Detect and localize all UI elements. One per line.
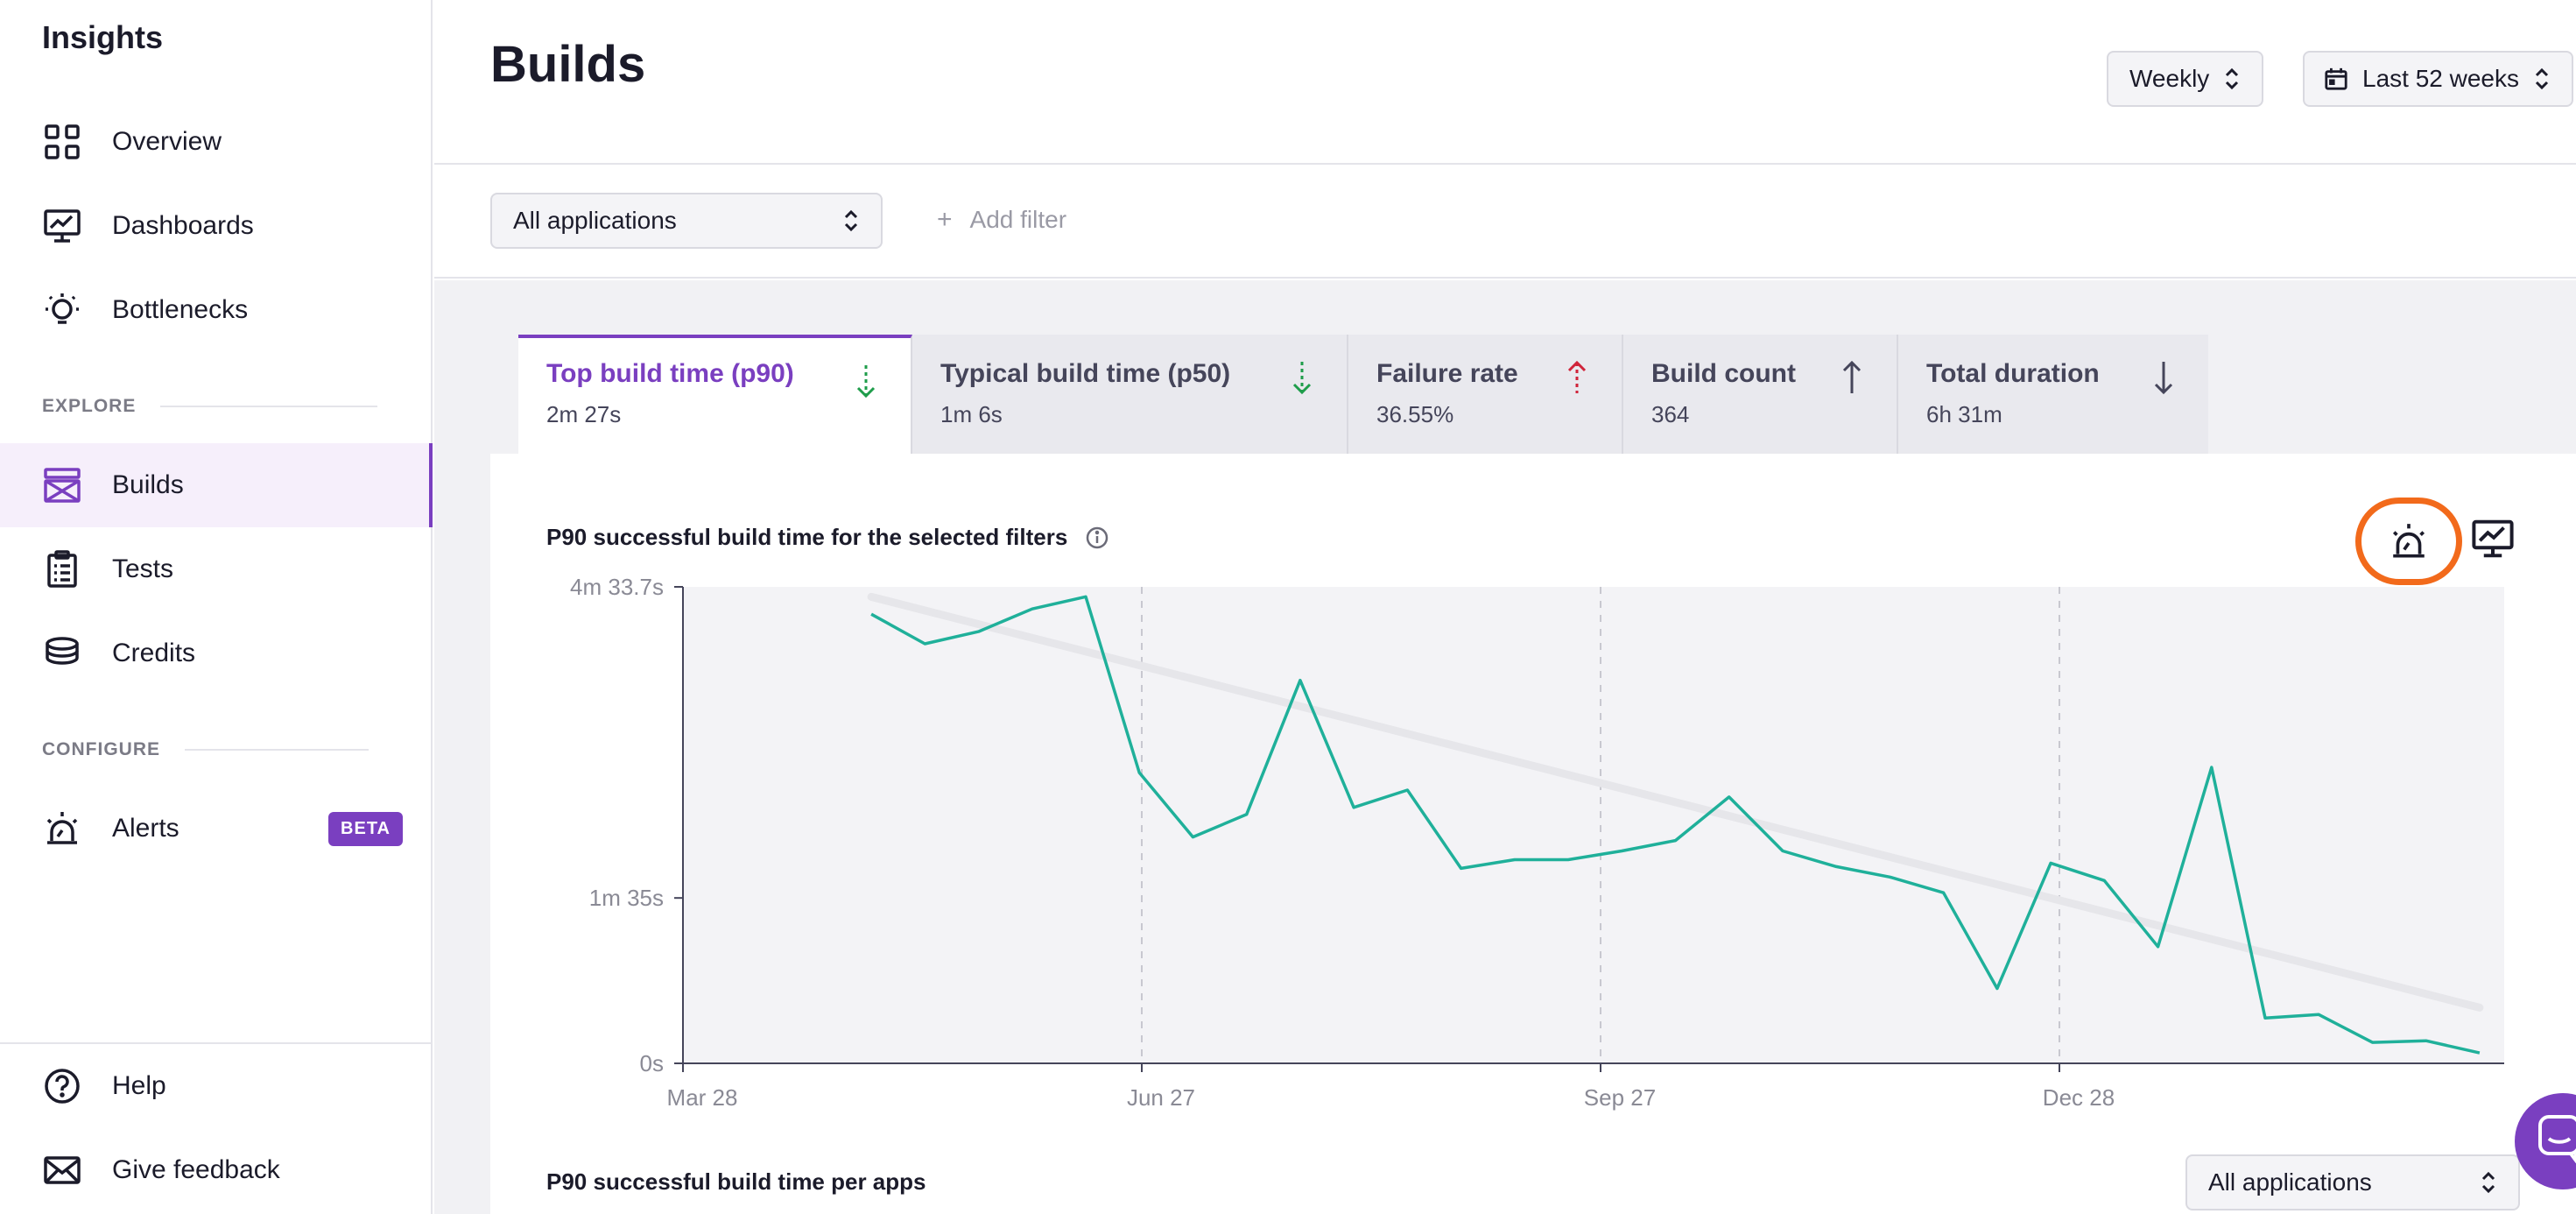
section-label-explore: EXPLORE bbox=[42, 396, 378, 417]
sidebar-item-label: Tests bbox=[112, 554, 174, 583]
section-label-text: EXPLORE bbox=[42, 396, 137, 416]
application-select-value: All applications bbox=[513, 207, 677, 234]
tab-label: Total duration bbox=[1926, 359, 2100, 388]
series-line bbox=[870, 595, 2481, 1055]
trend-up-icon bbox=[1842, 360, 1862, 393]
chart-title-text: P90 successful build time for the select… bbox=[546, 524, 1068, 550]
tab-failure-rate[interactable]: Failure rate 36.55% bbox=[1348, 335, 1623, 454]
sidebar-item-alerts[interactable]: Alerts BETA bbox=[0, 787, 431, 871]
sidebar-bottom: Help Give feedback bbox=[0, 1042, 431, 1214]
builds-icon bbox=[42, 465, 82, 505]
filter-bar: All applications + Add filter bbox=[434, 166, 2576, 279]
tab-build-count[interactable]: Build count 364 bbox=[1623, 335, 1898, 454]
y-tick-label: 0s bbox=[640, 1050, 664, 1076]
monitor-chart-icon bbox=[42, 206, 82, 246]
sidebar-item-credits[interactable]: Credits bbox=[0, 611, 431, 695]
chevron-updown-icon bbox=[2535, 67, 2549, 90]
trend-down-icon bbox=[2154, 362, 2173, 395]
sidebar-item-label: Credits bbox=[112, 639, 196, 667]
mail-icon bbox=[42, 1150, 82, 1190]
x-tick-label: Mar 28 bbox=[667, 1084, 738, 1111]
chevron-updown-icon bbox=[2226, 67, 2239, 90]
tab-top-build-time[interactable]: Top build time (p90) 2m 27s bbox=[518, 335, 912, 454]
sidebar: Insights Overview Dashboards Bottlenecks… bbox=[0, 0, 433, 1214]
per-app-select-value: All applications bbox=[2208, 1168, 2372, 1196]
help-icon bbox=[42, 1066, 82, 1106]
tab-label: Failure rate bbox=[1376, 359, 1518, 388]
interval-select-value: Weekly bbox=[2129, 65, 2210, 92]
plus-icon: + bbox=[937, 205, 953, 234]
sidebar-item-dashboards[interactable]: Dashboards bbox=[0, 184, 431, 268]
sidebar-item-label: Bottlenecks bbox=[112, 295, 249, 324]
trend-line bbox=[867, 592, 2484, 1012]
tab-label: Top build time (p90) bbox=[546, 359, 794, 388]
add-filter-button[interactable]: + Add filter bbox=[937, 205, 1066, 235]
tab-value: 6h 31m bbox=[1926, 401, 2002, 427]
calendar-icon bbox=[2325, 67, 2347, 90]
trend-down-icon bbox=[856, 365, 876, 399]
y-axis-ticks: 0s 1m 35s 4m 33.7s bbox=[570, 578, 683, 1076]
create-alert-button[interactable] bbox=[2355, 498, 2462, 585]
x-axis-ticks: Mar 28 Jun 27 Sep 27 Dec 28 bbox=[667, 1063, 2115, 1111]
application-select[interactable]: All applications bbox=[490, 193, 883, 249]
sidebar-item-label: Give feedback bbox=[112, 1155, 280, 1184]
trend-up-icon bbox=[1567, 360, 1587, 393]
tab-label: Build count bbox=[1651, 359, 1796, 388]
trend-down-icon bbox=[1292, 362, 1312, 395]
interval-select[interactable]: Weekly bbox=[2107, 51, 2264, 107]
add-filter-label: Add filter bbox=[969, 206, 1067, 233]
grid-icon bbox=[42, 122, 82, 162]
page-title: Builds bbox=[490, 36, 646, 93]
coins-icon bbox=[42, 633, 82, 674]
info-icon[interactable] bbox=[1085, 526, 1109, 550]
alarm-icon bbox=[2392, 524, 2425, 558]
alarm-icon bbox=[42, 808, 82, 849]
chevron-updown-icon bbox=[2481, 1171, 2495, 1194]
page-header: Builds Weekly Last 52 weeks bbox=[434, 0, 2576, 165]
sidebar-item-label: Overview bbox=[112, 127, 222, 156]
brand-title: Insights bbox=[42, 19, 164, 55]
x-tick-label: Sep 27 bbox=[1584, 1084, 1656, 1111]
metric-tabs: Top build time (p90) 2m 27s Typical buil… bbox=[518, 335, 2208, 454]
chart-grid bbox=[1141, 587, 2060, 1063]
sidebar-item-tests[interactable]: Tests bbox=[0, 527, 431, 611]
section-label-configure: CONFIGURE bbox=[42, 739, 369, 760]
section-label-text: CONFIGURE bbox=[42, 739, 160, 759]
sidebar-item-overview[interactable]: Overview bbox=[0, 100, 431, 184]
tab-label: Typical build time (p50) bbox=[940, 359, 1231, 388]
per-app-chart-title: P90 successful build time per apps bbox=[546, 1168, 926, 1195]
sidebar-item-bottlenecks[interactable]: Bottlenecks bbox=[0, 268, 431, 352]
tab-value: 1m 6s bbox=[940, 401, 1003, 427]
chart-title: P90 successful build time for the select… bbox=[546, 524, 1109, 551]
sidebar-item-give-feedback[interactable]: Give feedback bbox=[0, 1128, 431, 1212]
sidebar-item-builds[interactable]: Builds bbox=[0, 443, 433, 527]
divider bbox=[160, 406, 378, 407]
beta-badge: BETA bbox=[328, 811, 403, 846]
add-to-dashboard-icon[interactable] bbox=[2471, 517, 2515, 561]
sidebar-item-label: Help bbox=[112, 1071, 166, 1100]
sidebar-item-help[interactable]: Help bbox=[0, 1044, 431, 1128]
sidebar-item-label: Dashboards bbox=[112, 211, 254, 240]
lightbulb-icon bbox=[42, 290, 82, 330]
tab-value: 364 bbox=[1651, 401, 1690, 427]
date-range-value: Last 52 weeks bbox=[2362, 65, 2519, 92]
chat-icon bbox=[2538, 1115, 2576, 1163]
tab-total-duration[interactable]: Total duration 6h 31m bbox=[1898, 335, 2208, 454]
divider bbox=[185, 749, 369, 751]
build-time-line-chart: 0s 1m 35s 4m 33.7s Mar 28 Jun 27 Sep 27 Dec 2… bbox=[570, 578, 2504, 1111]
y-tick-label: 1m 35s bbox=[589, 885, 664, 911]
y-tick-label: 4m 33.7s bbox=[570, 578, 664, 600]
x-tick-label: Dec 28 bbox=[2043, 1084, 2115, 1111]
tab-typical-build-time[interactable]: Typical build time (p50) 1m 6s bbox=[912, 335, 1348, 454]
sidebar-item-label: Builds bbox=[112, 470, 184, 499]
chevron-updown-icon bbox=[844, 209, 858, 232]
per-app-application-select[interactable]: All applications bbox=[2185, 1154, 2520, 1210]
clipboard-icon bbox=[42, 549, 82, 589]
tab-value: 2m 27s bbox=[546, 401, 622, 427]
sidebar-item-label: Alerts bbox=[112, 814, 179, 843]
tab-value: 36.55% bbox=[1376, 401, 1454, 427]
date-range-select[interactable]: Last 52 weeks bbox=[2303, 51, 2573, 107]
chart-plot-area bbox=[683, 587, 2504, 1063]
x-tick-label: Jun 27 bbox=[1127, 1084, 1195, 1111]
